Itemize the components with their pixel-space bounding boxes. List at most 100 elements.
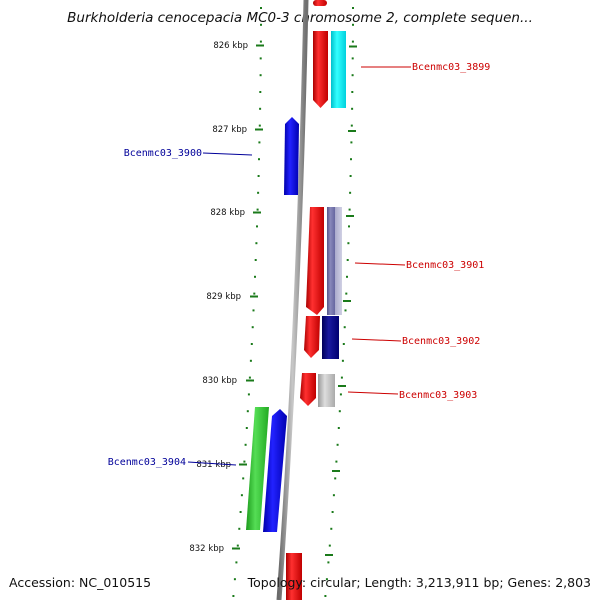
gene-arrow-bcenmc03-3903[interactable] <box>300 373 316 406</box>
scale-dot <box>257 191 260 194</box>
gene-label-bcenmc03-3899[interactable]: Bcenmc03_3899 <box>412 62 490 73</box>
scale-dot <box>255 242 258 245</box>
tick-label: 826 kbp <box>213 41 248 51</box>
scale-dot <box>259 91 262 93</box>
scale-dot <box>254 275 256 278</box>
scale-dot <box>330 527 333 530</box>
gene-arrow-bcenmc03-3902[interactable] <box>304 316 320 358</box>
cog-block <box>246 407 269 530</box>
cog-block <box>322 316 339 359</box>
scale-dot <box>236 544 239 547</box>
scale-dot <box>253 292 256 295</box>
scale-dot <box>351 57 354 60</box>
scale-dot <box>342 343 345 345</box>
topology-text: Topology: circular; Length: 3,213,911 bp… <box>247 575 591 590</box>
scale-dot <box>240 494 243 497</box>
scale-dot <box>324 595 327 597</box>
gene-arrow-bcenmc03-3900[interactable] <box>284 117 299 195</box>
scale-dot <box>247 393 250 396</box>
scale-track-left <box>232 7 262 597</box>
scale-dot <box>248 376 251 379</box>
scale-dot <box>338 410 341 413</box>
scale-dot <box>351 91 354 93</box>
scale-dot <box>351 40 354 43</box>
tick-label: 829 kbp <box>206 292 241 302</box>
scale-dot <box>343 326 346 329</box>
scale-dot <box>235 561 238 564</box>
cog-block <box>335 207 342 315</box>
cog-block <box>318 374 335 407</box>
tick-label: 832 kbp <box>189 544 224 554</box>
scale-dot <box>256 225 258 228</box>
scale-dot <box>352 7 354 9</box>
cog-block <box>327 207 335 315</box>
scale-dot <box>350 124 353 127</box>
accession-text: Accession: NC_010515 <box>9 575 152 590</box>
scale-dot <box>325 578 328 581</box>
gene-arrow-bcenmc03-3904[interactable] <box>263 409 287 532</box>
scale-dot <box>260 23 262 26</box>
scale-dot <box>346 275 348 278</box>
gene-arrow[interactable] <box>313 0 327 6</box>
scale-dot <box>344 309 347 312</box>
tick-label: 831 kbp <box>196 460 231 470</box>
cog-block <box>331 31 346 108</box>
gene-labels: Bcenmc03_3899 Bcenmc03_3900 Bcenmc03_390… <box>108 62 491 468</box>
scale-track-right <box>324 7 354 597</box>
tick-label: 828 kbp <box>210 208 245 218</box>
scale-dot <box>339 393 342 396</box>
scale-dot <box>347 242 350 245</box>
scale-dot <box>345 292 348 295</box>
scale-dot <box>249 359 252 362</box>
forward-strand-genes <box>286 0 346 600</box>
scale-dot <box>245 427 248 429</box>
gene-label-bcenmc03-3904[interactable]: Bcenmc03_3904 <box>108 457 186 468</box>
scale-dot <box>258 141 261 144</box>
scale-dot <box>257 175 260 177</box>
scale-dot <box>349 191 352 194</box>
gene-label-bcenmc03-3903[interactable]: Bcenmc03_3903 <box>399 390 477 401</box>
scale-dot <box>351 107 354 110</box>
scale-dot <box>349 175 352 177</box>
scale-dot <box>244 443 247 446</box>
scale-dot <box>246 410 249 413</box>
scale-dot <box>341 359 344 362</box>
chromosome-backbone <box>276 0 309 600</box>
gene-label-bcenmc03-3902[interactable]: Bcenmc03_3902 <box>402 336 480 347</box>
scale-dot <box>258 124 261 127</box>
scale-dot <box>254 259 257 261</box>
scale-dot <box>331 511 334 513</box>
scale-dot <box>350 158 352 161</box>
scale-dot <box>239 511 242 513</box>
scale-dot <box>328 544 331 547</box>
reverse-strand-genes <box>246 117 299 532</box>
scale-dot <box>337 427 340 429</box>
scale-dot <box>332 494 335 497</box>
scale-dot <box>327 561 330 564</box>
gene-label-bcenmc03-3901[interactable]: Bcenmc03_3901 <box>406 260 484 271</box>
scale-dot <box>259 107 262 110</box>
scale-dot <box>232 595 235 597</box>
scale-dot <box>259 57 262 60</box>
scale-dot <box>352 23 354 26</box>
scale-dot <box>348 208 351 211</box>
scale-dot <box>259 74 262 77</box>
scale-dot <box>251 326 254 329</box>
scale-dot <box>348 225 350 228</box>
gene-label-bcenmc03-3900[interactable]: Bcenmc03_3900 <box>124 148 202 159</box>
scale-dot <box>258 158 260 161</box>
scale-dot <box>252 309 255 312</box>
scale-dot <box>243 460 246 463</box>
gene-arrow-bcenmc03-3901[interactable] <box>306 207 324 315</box>
tick-label: 827 kbp <box>212 125 247 135</box>
scale-dot <box>233 578 236 581</box>
map-title: Burkholderia cenocepacia MC0-3 chromosom… <box>67 10 533 26</box>
scale-dot <box>238 527 241 530</box>
gene-arrow-bcenmc03-3899[interactable] <box>313 31 328 108</box>
scale-dot <box>242 477 245 480</box>
scale-dot <box>336 443 339 446</box>
gene-arrow[interactable] <box>286 553 302 600</box>
scale-dot <box>334 477 337 480</box>
tick-label: 830 kbp <box>202 376 237 386</box>
